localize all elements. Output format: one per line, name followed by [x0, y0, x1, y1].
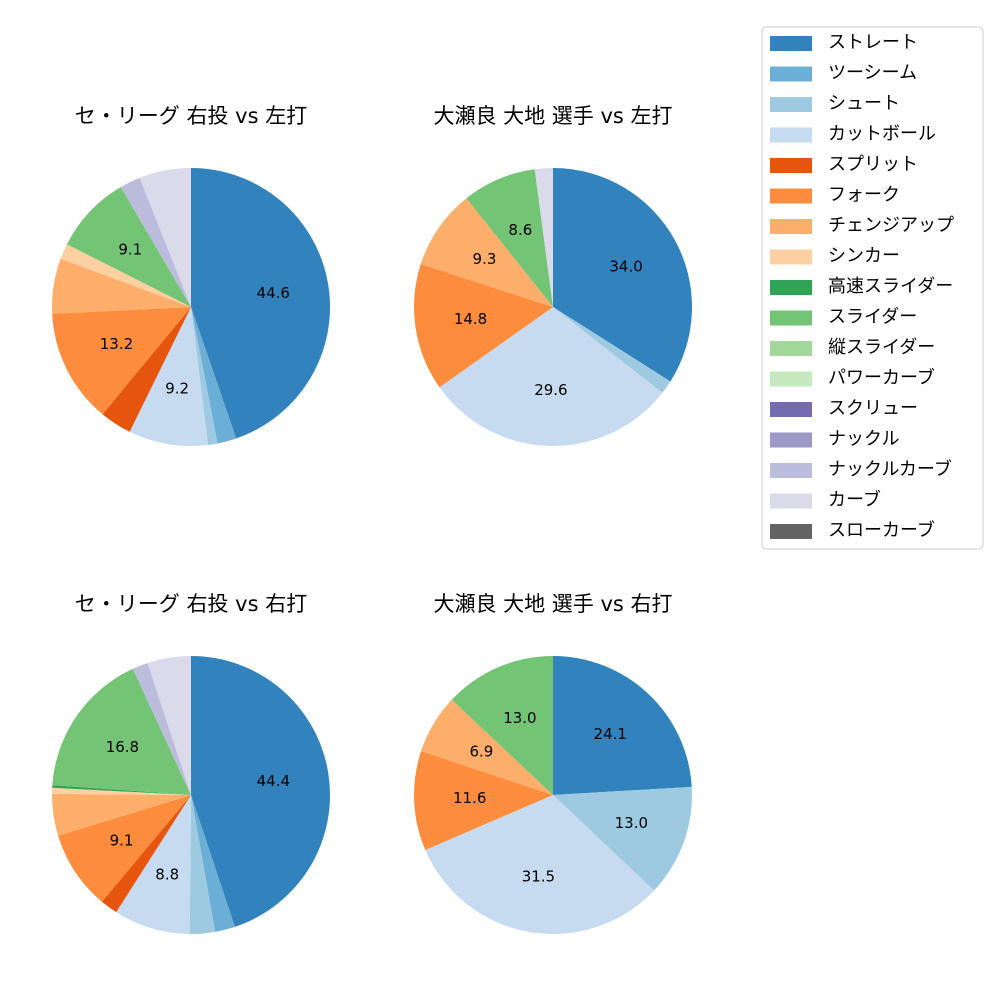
legend-label: 縦スライダー — [828, 337, 935, 358]
slice-label: 8.8 — [155, 865, 179, 883]
pie-slice — [147, 656, 191, 795]
slice-label: 13.2 — [100, 335, 133, 353]
slice-label: 31.5 — [522, 868, 555, 886]
pie-slice — [425, 795, 654, 934]
pie-slice — [191, 168, 331, 439]
pie-slice — [420, 198, 553, 307]
slice-label: 11.6 — [453, 789, 486, 807]
pie-slice — [553, 656, 692, 795]
pie-slice — [60, 244, 192, 307]
slice-label: 13.0 — [503, 709, 536, 727]
pie-slice — [101, 795, 191, 913]
slice-label: 9.1 — [110, 832, 134, 850]
legend-swatch — [770, 341, 812, 356]
pie-slice — [116, 795, 191, 934]
pie-slice — [132, 662, 191, 795]
pie-slice — [553, 168, 692, 382]
pie-slice — [66, 187, 191, 307]
legend-label: シュート — [828, 93, 900, 114]
legend-label: ナックル — [828, 429, 899, 450]
legend-swatch — [770, 158, 812, 173]
slice-label: 8.6 — [508, 221, 532, 239]
pie-slice — [421, 699, 553, 795]
legend-label: スクリュー — [828, 398, 918, 419]
slice-label: 24.1 — [594, 725, 627, 743]
slice-label: 14.8 — [454, 310, 487, 328]
pie-slice — [58, 795, 191, 902]
legend-swatch — [770, 66, 812, 82]
chart-title: セ・リーグ 右投 vs 右打 — [75, 592, 307, 616]
pie-slice — [52, 785, 191, 795]
legend-label: スプリット — [828, 154, 918, 175]
legend-swatch — [770, 524, 812, 539]
legend-swatch — [770, 97, 812, 112]
chart-title: セ・リーグ 右投 vs 左打 — [75, 104, 307, 128]
pie-slice — [139, 168, 191, 307]
pie-slice — [102, 307, 191, 432]
legend-label: スライダー — [828, 307, 917, 328]
slice-label: 13.0 — [615, 814, 648, 832]
legend-swatch — [770, 371, 812, 387]
slice-label: 44.4 — [257, 772, 290, 790]
pie-slice — [52, 668, 191, 795]
legend-label: チェンジアップ — [828, 215, 954, 236]
pie-slice — [129, 307, 209, 446]
chart-title: 大瀬良 大地 選手 vs 左打 — [433, 104, 672, 128]
pie-slice — [414, 264, 553, 388]
legend-swatch — [770, 310, 812, 326]
legend-label: 高速スライダー — [828, 276, 953, 297]
slice-label: 34.0 — [609, 257, 642, 275]
pie-slice — [52, 258, 191, 314]
pie-slice — [191, 307, 218, 445]
pie-slice — [52, 787, 192, 795]
slice-label: 9.1 — [118, 240, 142, 258]
legend-swatch — [770, 249, 812, 265]
legend-box — [761, 26, 984, 550]
slice-label: 16.8 — [106, 738, 139, 756]
legend-swatch — [770, 402, 812, 417]
slice-label: 9.3 — [473, 250, 497, 268]
legend-label: シンカー — [828, 246, 900, 267]
legend-label: ナックルカーブ — [828, 458, 952, 480]
legend-label: ストレート — [828, 32, 918, 53]
legend-swatch — [770, 280, 812, 295]
pie-slice — [189, 795, 216, 935]
pie-slice — [553, 786, 692, 891]
pie-slice — [52, 307, 191, 415]
legend-swatch — [770, 188, 812, 204]
pie-slice — [414, 751, 553, 850]
slice-label: 6.9 — [469, 743, 493, 761]
pie-slice — [534, 168, 553, 307]
legend-label: ツーシーム — [828, 63, 917, 84]
legend-label: カットボール — [828, 124, 936, 145]
pie-slice — [439, 307, 663, 446]
legend-label: スローカーブ — [828, 519, 935, 541]
chart-title: 大瀬良 大地 選手 vs 右打 — [433, 592, 672, 616]
legend-swatch — [770, 36, 812, 51]
pie-slice — [191, 656, 331, 927]
pie-slice — [553, 307, 671, 393]
legend-swatch — [770, 127, 812, 143]
pie-slice — [451, 656, 553, 795]
legend-swatch — [770, 219, 812, 234]
legend-swatch — [770, 463, 812, 478]
legend-label: パワーカーブ — [828, 367, 935, 389]
slice-label: 29.6 — [534, 381, 567, 399]
legend-swatch — [770, 432, 812, 448]
legend-label: カーブ — [828, 489, 881, 511]
pie-slice — [120, 177, 191, 307]
legend-swatch — [770, 493, 812, 509]
pie-slice — [52, 793, 191, 836]
slice-label: 9.2 — [165, 380, 189, 398]
legend-label: フォーク — [828, 185, 900, 206]
pie-slice — [191, 795, 235, 932]
slice-label: 44.6 — [257, 284, 290, 302]
pie-slice — [191, 307, 237, 444]
pie-slice — [466, 169, 553, 307]
